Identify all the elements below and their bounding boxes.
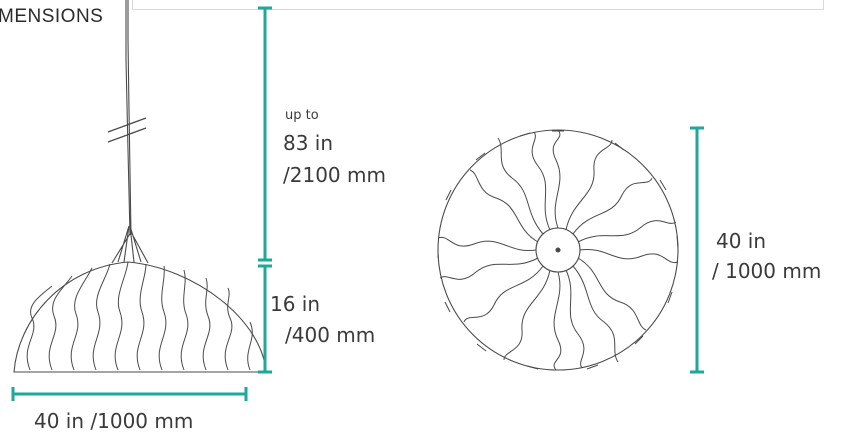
side-view-dimensions xyxy=(11,6,272,401)
side-view xyxy=(13,0,267,373)
cord-break-mark xyxy=(107,117,147,143)
shade-height-in-label: 16 in xyxy=(270,292,321,316)
shade-waves xyxy=(26,261,253,371)
top-view-mm-label: / 1000 mm xyxy=(712,259,822,283)
rim-tabs xyxy=(437,130,679,370)
top-view-dimensions xyxy=(690,126,704,374)
cord-prefix-label: up to xyxy=(285,108,319,123)
top-frame-line xyxy=(132,0,824,10)
top-view-diameter-line xyxy=(690,126,704,374)
top-view xyxy=(437,129,679,371)
center-hole xyxy=(555,247,561,253)
cord-fan xyxy=(111,225,149,264)
shade-width-line xyxy=(11,387,248,401)
cord-length-in-label: 83 in xyxy=(283,131,334,155)
top-view-waves xyxy=(437,129,679,371)
shade-width-label: 40 in /1000 mm xyxy=(34,409,194,433)
shade-height-line xyxy=(258,264,272,374)
shade-height-mm-label: /400 mm xyxy=(285,323,376,347)
top-view-in-label: 40 in xyxy=(716,229,767,253)
cord-length-mm-label: /2100 mm xyxy=(283,163,386,187)
shade-dome-outline xyxy=(13,261,267,373)
section-heading: MENSIONS xyxy=(0,6,104,27)
cord-length-line xyxy=(258,6,272,262)
suspension-cord xyxy=(125,0,132,236)
